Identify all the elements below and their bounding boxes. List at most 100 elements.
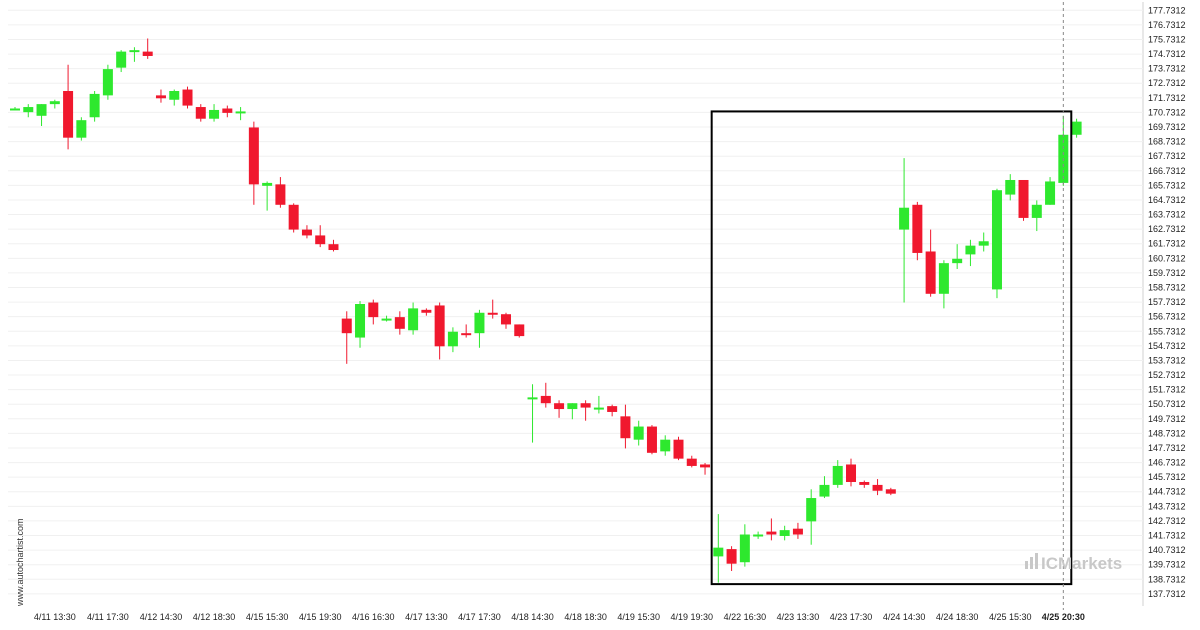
price-tick-label: 147.7312 <box>1148 443 1186 453</box>
candle-up <box>739 524 750 567</box>
candle-body <box>182 89 193 106</box>
candle-up <box>36 104 47 127</box>
candle-body <box>209 109 220 119</box>
candle-body <box>368 302 379 318</box>
price-tick-label: 144.7312 <box>1148 487 1186 497</box>
time-axis: 4/11 13:30 4/11 17:30 4/12 14:30 4/12 18:30… <box>34 612 1085 622</box>
price-tick-label: 150.7312 <box>1148 399 1186 409</box>
candle-body <box>766 531 777 535</box>
candle-down <box>421 308 432 316</box>
candle-body <box>567 403 578 410</box>
candle-series <box>10 38 1082 583</box>
candle-body <box>554 403 565 410</box>
time-tick-label: 4/17 13:30 <box>405 612 448 622</box>
price-tick-label: 174.7312 <box>1148 49 1186 59</box>
time-tick-label: 4/11 13:30 <box>34 612 76 622</box>
candle-up <box>832 460 843 488</box>
candle-up <box>408 302 419 335</box>
price-tick-label: 151.7312 <box>1148 385 1186 395</box>
candle-up <box>978 232 989 252</box>
candle-body <box>739 534 750 563</box>
candle-body <box>394 317 405 329</box>
candle-body <box>620 416 631 439</box>
time-tick-label: 4/24 18:30 <box>936 612 979 622</box>
candle-body <box>36 104 47 116</box>
price-tick-label: 148.7312 <box>1148 428 1186 438</box>
price-tick-label: 159.7312 <box>1148 268 1186 278</box>
logo-text: ICMarkets <box>1041 554 1122 573</box>
candle-body <box>753 534 764 537</box>
candle-body <box>859 481 870 485</box>
candle-down <box>925 229 936 297</box>
price-tick-label: 157.7312 <box>1148 297 1186 307</box>
candle-up <box>991 188 1002 299</box>
icmarkets-logo: ICMarkets <box>1025 553 1122 573</box>
time-tick-label: 4/23 13:30 <box>777 612 820 622</box>
candle-body <box>1045 181 1056 205</box>
candle-body <box>633 426 644 440</box>
candle-body <box>434 305 445 347</box>
candle-body <box>155 95 166 99</box>
candle-body <box>899 207 910 230</box>
candle-body <box>660 439 671 452</box>
price-tick-label: 140.7312 <box>1148 545 1186 555</box>
time-tick-label: 4/25 20:30 <box>1042 612 1085 622</box>
candle-body <box>23 107 34 113</box>
price-tick-label: 167.7312 <box>1148 151 1186 161</box>
price-tick-label: 149.7312 <box>1148 414 1186 424</box>
candle-down <box>673 436 684 461</box>
price-tick-label: 156.7312 <box>1148 312 1186 322</box>
candle-down <box>182 86 193 109</box>
time-tick-label: 4/11 17:30 <box>87 612 129 622</box>
candle-down <box>142 38 153 59</box>
price-tick-label: 153.7312 <box>1148 355 1186 365</box>
candle-body <box>938 263 949 294</box>
candle-body <box>248 127 259 185</box>
candle-up <box>116 50 127 73</box>
candle-up <box>49 99 60 109</box>
candle-up <box>899 158 910 303</box>
candle-up <box>102 64 113 100</box>
price-tick-label: 176.7312 <box>1148 20 1186 30</box>
candle-down <box>301 225 312 239</box>
candle-body <box>235 111 246 114</box>
candle-up <box>474 309 485 348</box>
candle-down <box>275 177 286 208</box>
candle-body <box>275 184 286 205</box>
candle-body <box>806 498 817 522</box>
price-tick-label: 155.7312 <box>1148 326 1186 336</box>
candle-up <box>567 403 578 420</box>
candle-up <box>262 181 273 211</box>
candle-body <box>952 258 963 264</box>
candle-up <box>806 489 817 545</box>
time-tick-label: 4/17 17:30 <box>458 612 501 622</box>
candle-body <box>63 90 74 138</box>
price-tick-label: 169.7312 <box>1148 122 1186 132</box>
price-tick-label: 142.7312 <box>1148 516 1186 526</box>
candle-down <box>554 400 565 418</box>
price-tick-label: 164.7312 <box>1148 195 1186 205</box>
candle-body <box>10 108 20 111</box>
candle-body <box>686 458 697 466</box>
candle-down <box>341 311 352 364</box>
candle-body <box>76 120 87 138</box>
candle-up <box>713 514 724 583</box>
candle-body <box>779 530 790 536</box>
candle-up <box>1071 118 1082 138</box>
candle-body <box>341 318 352 334</box>
candle-up <box>447 327 458 353</box>
candle-body <box>49 101 60 105</box>
price-tick-label: 143.7312 <box>1148 501 1186 511</box>
candle-body <box>885 489 896 494</box>
grid-lines <box>8 2 1144 606</box>
candle-body <box>700 464 711 468</box>
candle-up <box>10 107 20 111</box>
price-axis: 177.7312 176.7312 175.7312 174.7312 173.7312… <box>1148 5 1186 599</box>
candle-body <box>832 465 843 485</box>
candle-up <box>633 420 644 446</box>
price-tick-label: 154.7312 <box>1148 341 1186 351</box>
candle-down <box>434 302 445 360</box>
candle-body <box>262 182 273 186</box>
candle-body <box>288 204 299 230</box>
